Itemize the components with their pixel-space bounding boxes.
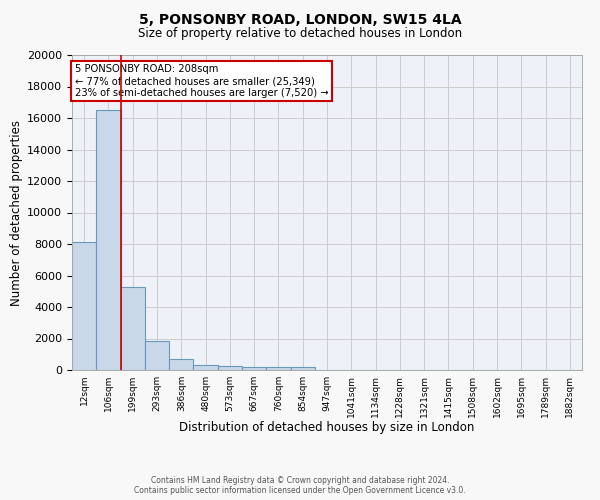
Text: Contains HM Land Registry data © Crown copyright and database right 2024.
Contai: Contains HM Land Registry data © Crown c… xyxy=(134,476,466,495)
Bar xyxy=(218,366,242,370)
Bar xyxy=(121,286,145,370)
Text: Size of property relative to detached houses in London: Size of property relative to detached ho… xyxy=(138,28,462,40)
Text: 5, PONSONBY ROAD, LONDON, SW15 4LA: 5, PONSONBY ROAD, LONDON, SW15 4LA xyxy=(139,12,461,26)
Bar xyxy=(169,359,193,370)
Bar xyxy=(242,366,266,370)
Bar xyxy=(193,365,218,370)
Bar xyxy=(145,341,169,370)
X-axis label: Distribution of detached houses by size in London: Distribution of detached houses by size … xyxy=(179,421,475,434)
Bar xyxy=(72,242,96,370)
Bar xyxy=(290,368,315,370)
Y-axis label: Number of detached properties: Number of detached properties xyxy=(10,120,23,306)
Bar xyxy=(96,110,121,370)
Text: 5 PONSONBY ROAD: 208sqm
← 77% of detached houses are smaller (25,349)
23% of sem: 5 PONSONBY ROAD: 208sqm ← 77% of detache… xyxy=(74,64,328,98)
Bar xyxy=(266,367,290,370)
